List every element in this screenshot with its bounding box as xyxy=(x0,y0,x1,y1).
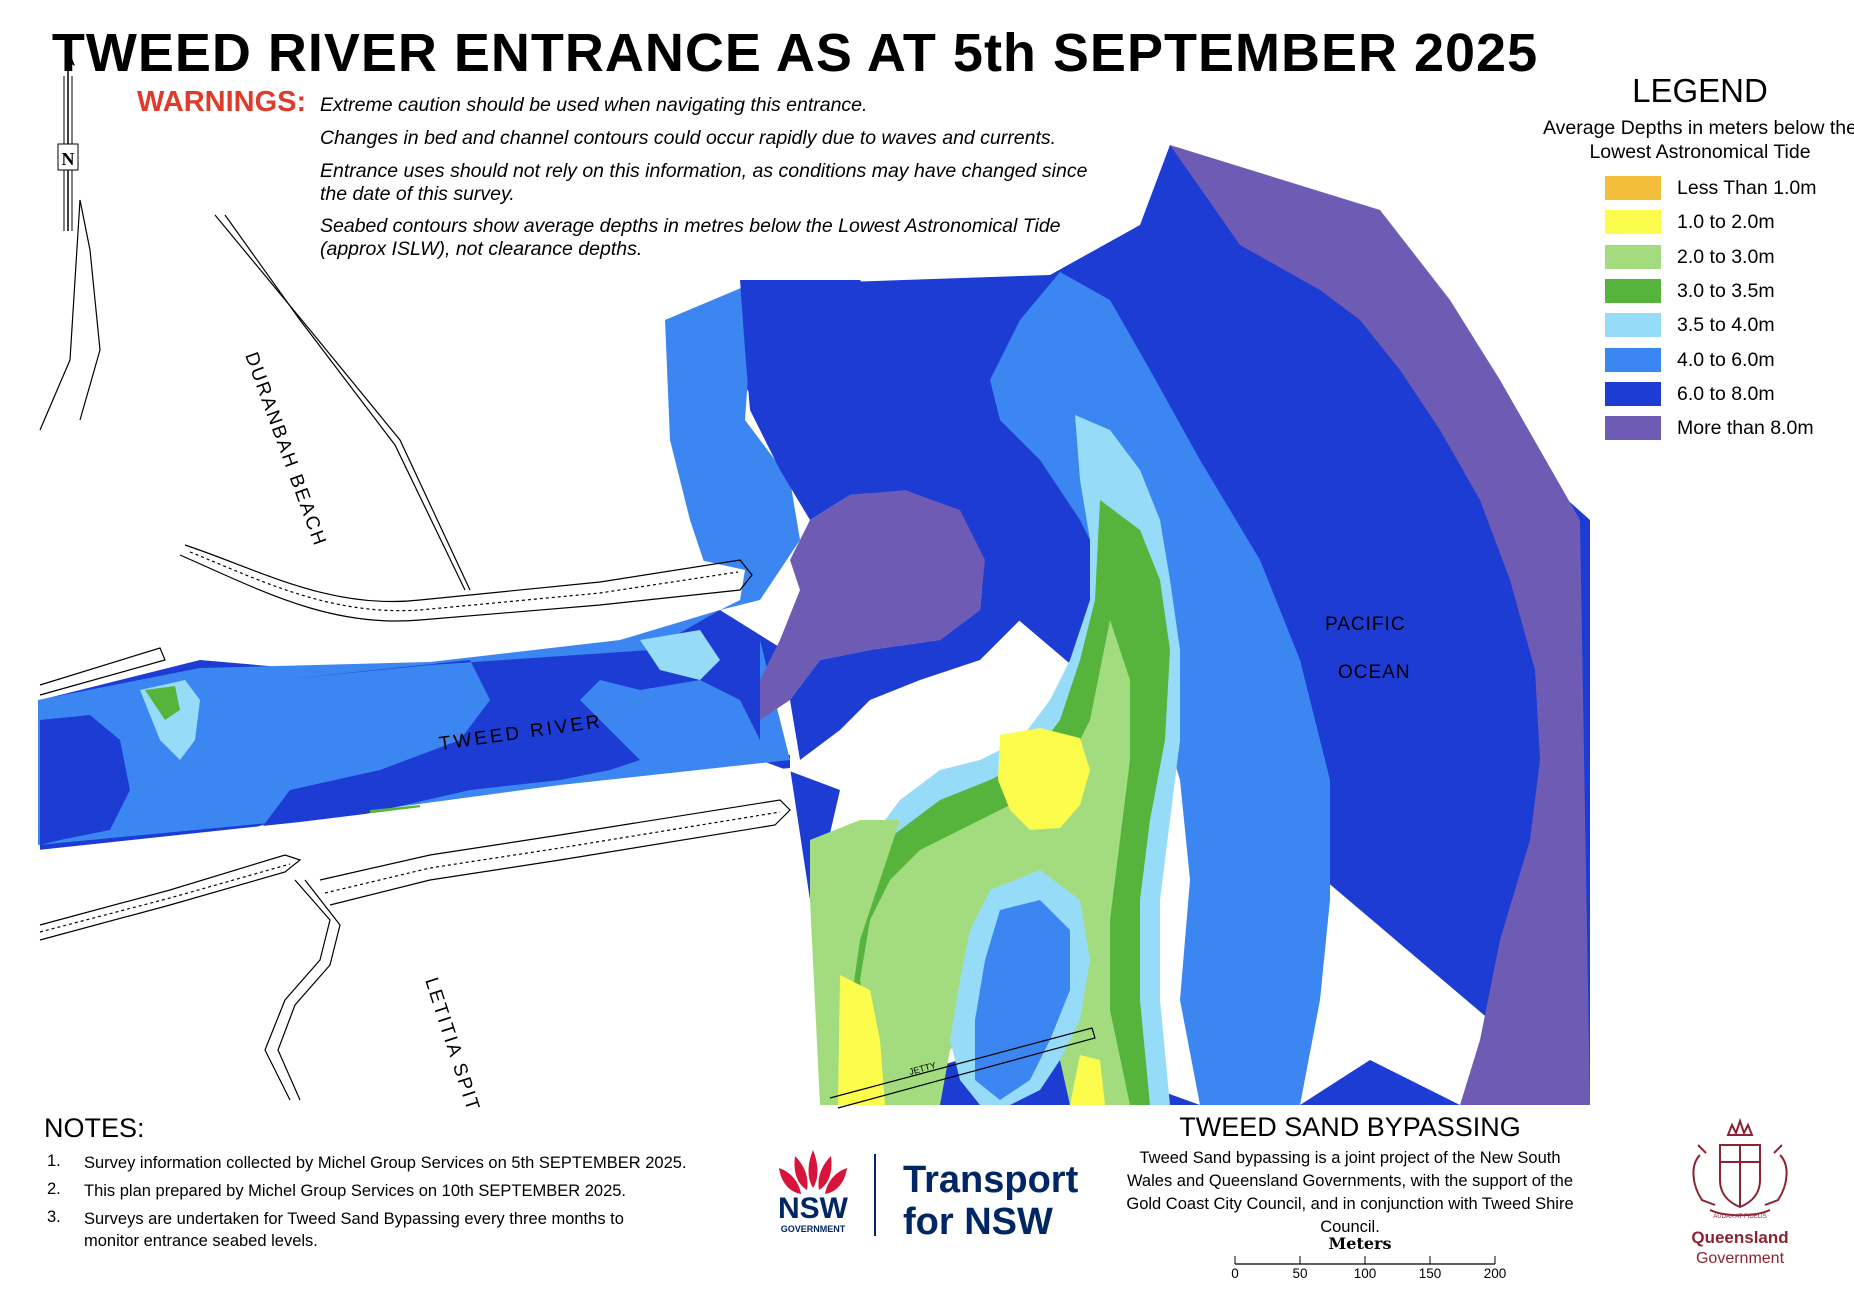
north-breakwater xyxy=(179,544,753,622)
scale-tick: 0 xyxy=(1231,1266,1239,1281)
legend-label: More than 8.0m xyxy=(1677,417,1814,440)
scale-tick: 200 xyxy=(1483,1266,1507,1281)
legend-label: Less Than 1.0m xyxy=(1677,177,1817,199)
legend-label: 4.0 to 6.0m xyxy=(1677,348,1775,371)
legend-swatch xyxy=(1605,347,1661,372)
depth-zone-over-8 xyxy=(1170,145,1590,1105)
coastline-lines xyxy=(39,199,471,1101)
nsw-government-text: GOVERNMENT xyxy=(781,1224,846,1234)
south-breakwater xyxy=(39,647,791,941)
legend-label: 3.0 to 3.5m xyxy=(1677,279,1775,302)
transport-line2: for NSW xyxy=(903,1201,1053,1243)
legend-label: 1.0 to 2.0m xyxy=(1677,211,1775,234)
note-item: 1. Survey information collected by Miche… xyxy=(0,1152,800,1182)
transport-line1: Transport xyxy=(903,1159,1079,1201)
note-item: 3. Surveys are undertaken for Tweed Sand… xyxy=(0,1208,800,1258)
queensland-government-logo: AUDAX AT FIDELIS Queensland Government xyxy=(1691,1117,1789,1267)
north-arrow-icon: N xyxy=(57,48,79,231)
north-label: N xyxy=(62,149,75,169)
legend-swatch xyxy=(1605,381,1661,406)
legend-subtitle: Average Depths in meters below the Lowes… xyxy=(1543,117,1854,163)
qld-line1: Queensland xyxy=(1691,1228,1788,1247)
note-number: 2. xyxy=(47,1180,61,1198)
note-number: 1. xyxy=(47,1152,61,1170)
warnings-label: WARNINGS: xyxy=(137,86,307,118)
transport-for-nsw-logo: NSW GOVERNMENT Transport for NSW xyxy=(778,1150,1079,1243)
legend-label: 3.5 to 4.0m xyxy=(1677,314,1775,337)
legend-swatch xyxy=(1605,176,1661,200)
note-item: 2. This plan prepared by Michel Group Se… xyxy=(0,1180,800,1210)
legend-swatch xyxy=(1605,244,1661,269)
scale-tick: 100 xyxy=(1353,1266,1377,1281)
qld-motto: AUDAX AT FIDELIS xyxy=(1713,1214,1766,1220)
legend-swatch xyxy=(1605,210,1661,235)
depth-zone-1-2 xyxy=(998,728,1090,830)
scale-bar xyxy=(1234,1256,1496,1265)
warning-line: Changes in bed and channel contours coul… xyxy=(320,127,1057,149)
notes-title: NOTES: xyxy=(44,1113,145,1143)
legend-label: 6.0 to 8.0m xyxy=(1677,382,1775,405)
qld-line2: Government xyxy=(1696,1250,1785,1267)
ocean-label: OCEAN xyxy=(1338,662,1411,683)
legend-swatch xyxy=(1605,313,1661,338)
map-title: TWEED RIVER ENTRANCE AS AT 5th SEPTEMBER… xyxy=(51,23,1539,83)
legend-label: 2.0 to 3.0m xyxy=(1677,245,1775,268)
note-text: This plan prepared by Michel Group Servi… xyxy=(84,1182,627,1200)
jetty xyxy=(829,1027,1096,1109)
pacific-label: PACIFIC xyxy=(1325,614,1406,635)
bypassing-text: Tweed Sand bypassing is a joint project … xyxy=(1126,1149,1574,1236)
bypassing-title: TWEED SAND BYPASSING xyxy=(1179,1112,1521,1142)
warning-line: Extreme caution should be used when navi… xyxy=(320,94,868,116)
scale-title: Meters xyxy=(1328,1234,1392,1253)
note-text: Surveys are undertaken for Tweed Sand By… xyxy=(84,1210,624,1250)
scale-tick: 150 xyxy=(1418,1266,1442,1281)
legend-title: LEGEND xyxy=(1632,72,1768,109)
legend-swatch xyxy=(1605,278,1661,303)
scale-tick: 50 xyxy=(1292,1266,1308,1281)
warning-line: Entrance uses should not rely on this in… xyxy=(320,160,1088,205)
depth-zone-6-8 xyxy=(40,145,1590,1105)
note-number: 3. xyxy=(47,1208,61,1226)
note-text: Survey information collected by Michel G… xyxy=(84,1154,687,1172)
nsw-wordmark: NSW xyxy=(778,1192,849,1225)
legend-swatch xyxy=(1605,416,1661,441)
warning-line: Seabed contours show average depths in m… xyxy=(320,215,1061,260)
